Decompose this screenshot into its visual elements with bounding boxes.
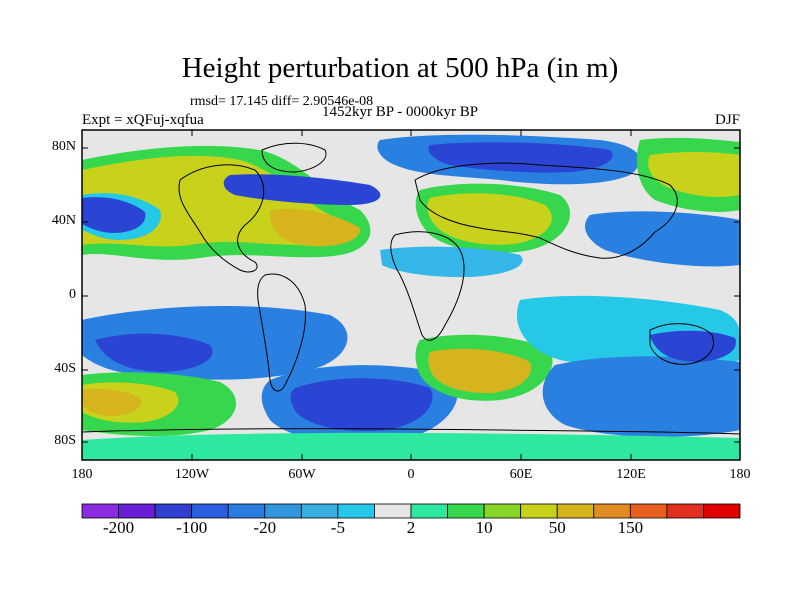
longitude-ticks — [81, 130, 741, 460]
lat-tick-label: 80S — [54, 433, 76, 448]
colorbar-swatch — [410, 503, 448, 519]
colorbar-label: 50 — [548, 518, 566, 537]
antarctica-outline — [82, 428, 740, 435]
sh-southern-ocean-blue-region — [542, 356, 740, 437]
period-label: 1452kyr BP - 0000kyr BP — [322, 104, 479, 120]
colorbar — [81, 503, 741, 519]
australia-outline — [649, 323, 714, 365]
sh-pacific-deep-blue-low — [95, 333, 213, 372]
sh-atlantic-deep-blue-low — [290, 378, 433, 432]
lon-tick-label: 120E — [616, 467, 646, 482]
tropics-cyan-band — [380, 246, 523, 278]
colorbar-swatch — [81, 503, 119, 519]
colorbar-swatch — [629, 503, 668, 519]
lat-tick-label: 0 — [69, 287, 76, 302]
latitude-ticks — [82, 147, 740, 443]
north-america-outline — [178, 164, 265, 273]
eurasia-outline — [414, 162, 678, 259]
colorbar-swatch — [483, 503, 522, 519]
colorbar-swatch — [118, 503, 156, 519]
sh-australia-blue-low — [650, 330, 736, 362]
height-perturbation-field — [82, 130, 740, 460]
colorbar-swatch — [374, 503, 412, 519]
colorbar-swatch — [227, 503, 266, 519]
colorbar-swatch — [593, 503, 631, 519]
greenland-outline — [261, 142, 327, 173]
colorbar-swatch — [447, 503, 485, 519]
lon-tick-label: 180 — [729, 467, 751, 482]
lon-tick-label: 120W — [174, 467, 210, 482]
colorbar-swatch — [191, 503, 229, 519]
colorbar-swatch — [154, 503, 193, 519]
colorbar-label: -20 — [253, 518, 277, 537]
season-label: DJF — [714, 112, 740, 128]
colorbar-label: 2 — [406, 518, 416, 537]
colorbar-swatch — [520, 503, 558, 519]
colorbar-swatch — [666, 503, 704, 519]
lat-tick-label: 40S — [54, 361, 76, 376]
lon-tick-label: 0 — [407, 467, 415, 482]
colorbar-label: -200 — [102, 518, 135, 537]
lat-tick-label: 40N — [51, 213, 76, 228]
stats-line: rmsd= 17.145 diff= 2.90546e-08 — [190, 94, 374, 109]
colorbar-swatch — [264, 503, 302, 519]
sh-southwest-gold-high — [82, 388, 142, 416]
colorbar-swatch — [703, 503, 741, 519]
lon-tick-label: 180 — [71, 467, 93, 482]
south-america-outline — [257, 273, 307, 392]
nh-arctic-deep-blue-low — [428, 142, 613, 173]
nh-atlantic-gold-high — [269, 208, 361, 247]
colorbar-label: -100 — [176, 518, 208, 537]
nh-pacific-blue-low — [82, 197, 146, 233]
antarctic-mint-band — [82, 432, 740, 460]
africa-outline — [390, 231, 465, 341]
nh-west-pacific-blue-region — [585, 211, 740, 267]
lat-tick-label: 80N — [51, 139, 76, 154]
colorbar-swatch — [337, 503, 375, 519]
colorbar-label: -5 — [330, 518, 345, 537]
nh-eurasia-yellow-high — [427, 193, 552, 245]
experiment-label: Expt = xQFuj-xqfua — [82, 112, 204, 128]
plot-title: Height perturbation at 500 hPa (in m) — [181, 52, 619, 84]
lon-tick-label: 60W — [288, 467, 316, 482]
lon-tick-label: 60E — [509, 467, 533, 482]
colorbar-label: 10 — [475, 518, 493, 537]
sh-indian-gold-high — [428, 348, 532, 394]
colorbar-swatch — [556, 503, 595, 519]
colorbar-label: 150 — [617, 518, 644, 537]
colorbar-swatch — [300, 503, 339, 519]
coastlines — [82, 142, 740, 435]
